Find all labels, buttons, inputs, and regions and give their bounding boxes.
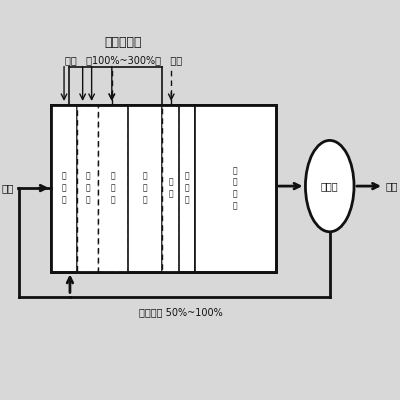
Text: 后
好
氧
区: 后 好 氧 区 bbox=[233, 166, 238, 210]
Bar bbox=[162, 105, 179, 272]
Text: 缺
氧
区: 缺 氧 区 bbox=[111, 172, 115, 204]
Bar bbox=[195, 105, 276, 272]
Bar bbox=[128, 105, 162, 272]
Text: 好
氧
区: 好 氧 区 bbox=[142, 172, 147, 204]
Bar bbox=[51, 105, 77, 272]
Text: 进水: 进水 bbox=[1, 183, 14, 193]
Bar bbox=[77, 105, 98, 272]
Text: 二沉池: 二沉池 bbox=[321, 181, 338, 191]
Ellipse shape bbox=[306, 140, 354, 232]
Text: 碳源   （100%~300%）   碳源: 碳源 （100%~300%） 碳源 bbox=[65, 55, 182, 65]
Text: 缺
氧: 缺 氧 bbox=[168, 178, 173, 198]
Text: 厌
氧
区: 厌 氧 区 bbox=[85, 172, 90, 204]
Text: 混合液回流: 混合液回流 bbox=[104, 36, 142, 49]
Bar bbox=[51, 105, 276, 272]
Text: 厌
氧
区: 厌 氧 区 bbox=[62, 172, 66, 204]
Bar bbox=[179, 105, 195, 272]
Bar bbox=[98, 105, 128, 272]
Text: 出水: 出水 bbox=[386, 181, 398, 191]
Text: 污泥回流 50%~100%: 污泥回流 50%~100% bbox=[139, 307, 223, 317]
Text: 后
好
氧: 后 好 氧 bbox=[185, 172, 190, 204]
Bar bbox=[51, 105, 276, 272]
